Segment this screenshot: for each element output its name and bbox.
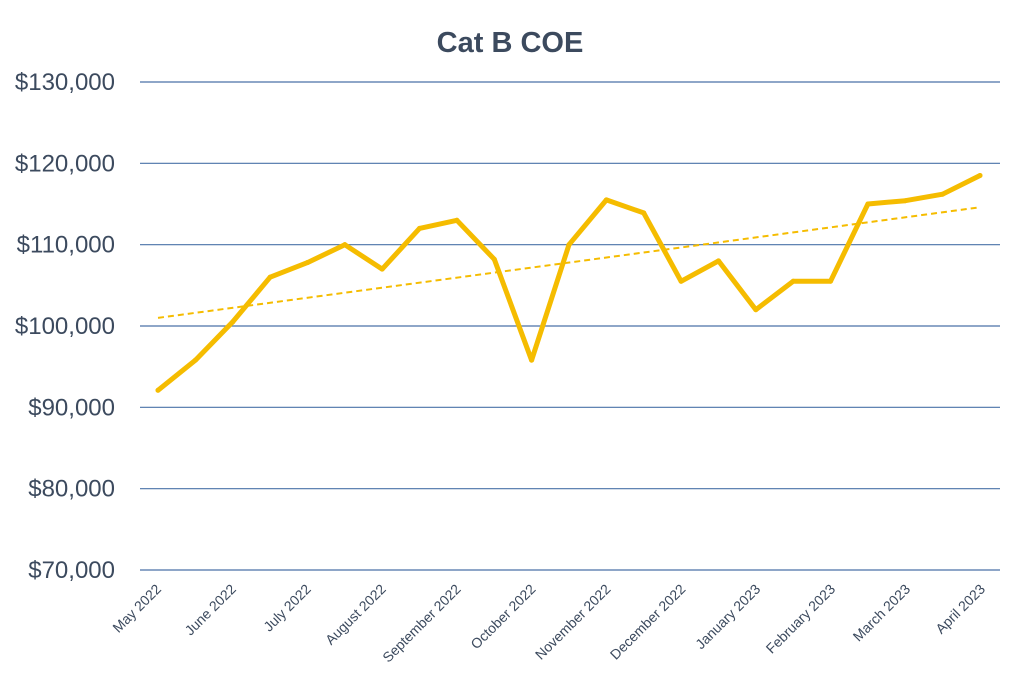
x-tick-label: December 2022 <box>607 581 689 663</box>
data-point <box>342 242 348 248</box>
data-point <box>155 387 161 393</box>
series-group <box>155 173 983 393</box>
data-point <box>491 256 497 262</box>
series-line <box>155 173 983 393</box>
x-tick-label: July 2022 <box>260 581 314 635</box>
x-tick-label: January 2023 <box>692 581 763 652</box>
x-tick-label: February 2023 <box>763 581 839 657</box>
data-point <box>753 307 759 313</box>
data-point <box>566 242 572 248</box>
y-tick-label: $110,000 <box>17 232 115 259</box>
data-point <box>529 357 535 363</box>
data-point <box>641 210 647 216</box>
x-tick-label: August 2022 <box>322 581 389 648</box>
x-tick-label: October 2022 <box>467 581 538 652</box>
trendline-group <box>157 206 981 319</box>
y-tick-label: $80,000 <box>28 476 115 503</box>
chart-title: Cat B COE <box>437 27 584 59</box>
x-tick-label: September 2022 <box>379 581 464 666</box>
data-point <box>790 278 796 284</box>
data-point <box>865 201 871 207</box>
grid-lines <box>140 81 1000 571</box>
data-point <box>603 197 609 203</box>
x-tick-label: May 2022 <box>109 581 164 636</box>
x-axis: May 2022 June 2022 July 2022 August 2022Sep… <box>109 581 988 666</box>
x-tick-label: November 2022 <box>532 581 614 663</box>
data-point <box>192 357 198 363</box>
data-point <box>977 173 983 179</box>
y-tick-label: $130,000 <box>15 69 115 96</box>
x-tick-label: April 2023 <box>932 581 988 637</box>
data-point <box>267 274 273 280</box>
y-axis: $70,000 $80,000 $90,000 $100,000 $110,000 $12… <box>15 69 115 584</box>
data-point <box>902 198 908 204</box>
data-point <box>715 258 721 264</box>
y-tick-label: $100,000 <box>15 313 115 340</box>
data-point <box>230 319 236 325</box>
data-point <box>379 266 385 272</box>
data-point <box>417 225 423 231</box>
x-tick-label: June 2022 <box>181 581 239 639</box>
data-point <box>678 278 684 284</box>
x-tick-label: March 2023 <box>850 581 914 645</box>
data-point <box>940 191 946 197</box>
y-tick-label: $70,000 <box>28 557 115 584</box>
data-point <box>304 260 310 266</box>
trendline <box>157 206 981 319</box>
y-tick-label: $120,000 <box>15 150 115 177</box>
data-point <box>454 217 460 223</box>
y-tick-label: $90,000 <box>28 394 115 421</box>
data-point <box>828 278 834 284</box>
